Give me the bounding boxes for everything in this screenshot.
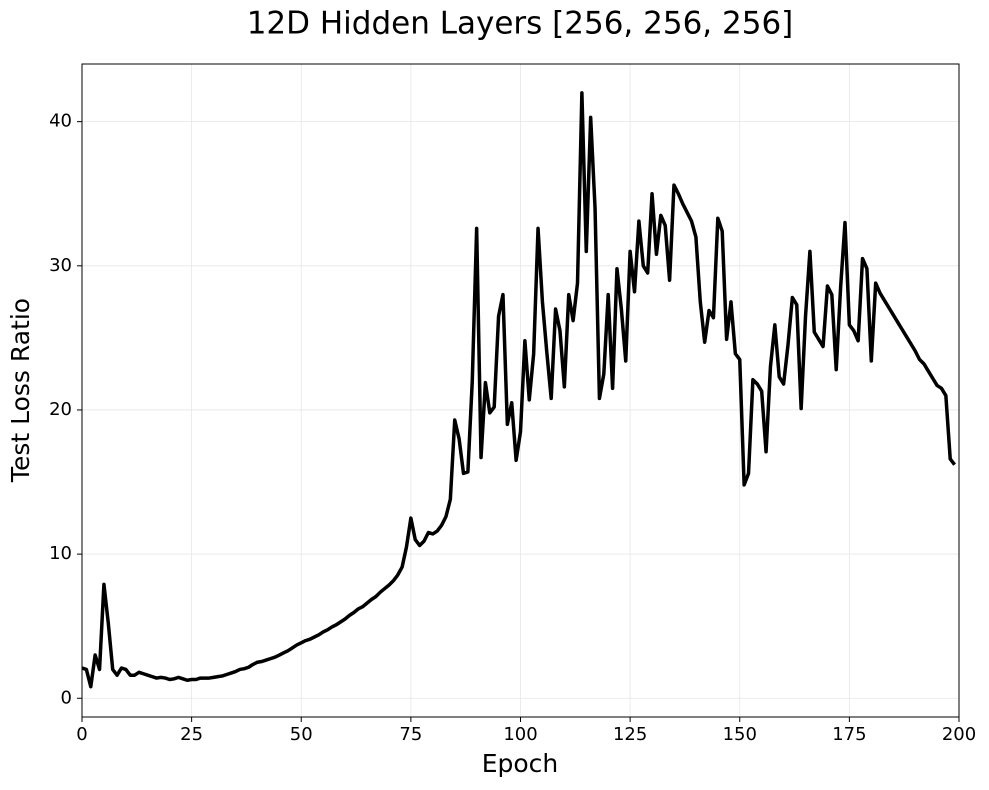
plot-frame (81, 63, 960, 718)
y-tick-label: 0 (61, 687, 72, 708)
chart-title: 12D Hidden Layers [256, 256, 256] (247, 6, 794, 42)
y-tick-label: 30 (49, 255, 72, 276)
y-axis-label: Test Loss Ratio (6, 298, 35, 483)
x-tick-label: 25 (180, 724, 203, 745)
x-tick-label: 125 (613, 724, 647, 745)
y-tick-label: 10 (49, 543, 72, 564)
y-tick-label: 40 (49, 111, 72, 132)
x-tick-label: 150 (723, 724, 757, 745)
line (81, 91, 957, 689)
y-tick-label: 20 (49, 399, 72, 420)
x-axis-label: Epoch (482, 749, 559, 778)
x-tick-label: 50 (290, 724, 313, 745)
x-tick-label: 175 (832, 724, 866, 745)
x-tick-label: 0 (76, 724, 87, 745)
x-tick-label: 100 (503, 724, 537, 745)
x-tick-label: 200 (942, 724, 976, 745)
x-tick-label: 75 (399, 724, 422, 745)
